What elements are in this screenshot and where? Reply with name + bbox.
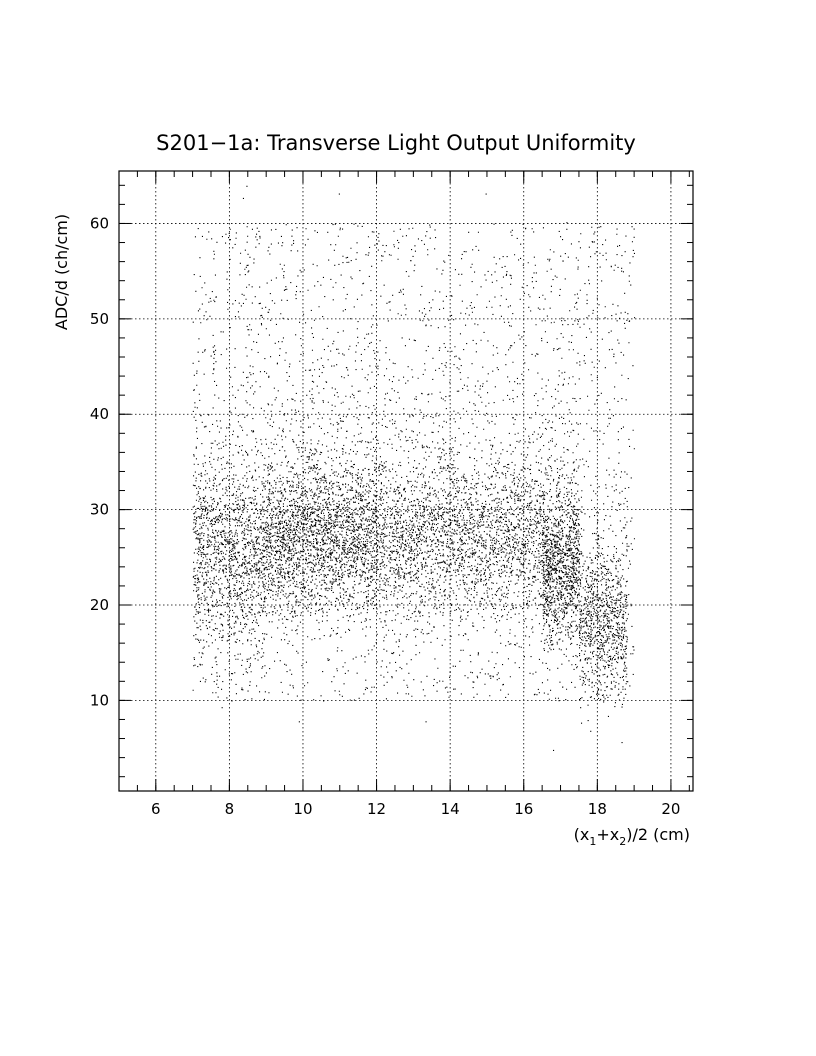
x-axis-label-plus: +x	[596, 825, 619, 844]
x-tick-label: 16	[514, 800, 533, 818]
x-tick-labels: 6 8 10 12 14 16 18 20	[151, 800, 680, 818]
x-tick-label: 18	[588, 800, 607, 818]
x-tick-label: 20	[661, 800, 680, 818]
x-tick-label: 8	[225, 800, 235, 818]
y-tick-label: 50	[90, 310, 109, 328]
x-axis-label-open: (x	[574, 825, 590, 844]
x-tick-label: 6	[151, 800, 161, 818]
y-tick-label: 60	[90, 214, 109, 232]
x-tick-label: 14	[441, 800, 460, 818]
chart-title: S201−1a: Transverse Light Output Uniform…	[156, 131, 636, 155]
y-axis-label: ADC/d (ch/cm)	[52, 214, 71, 330]
x-tick-label: 10	[293, 800, 312, 818]
scatter-points	[192, 185, 636, 752]
plot-frame	[118, 170, 694, 792]
y-tick-label: 30	[90, 501, 109, 519]
y-tick-label: 40	[90, 405, 109, 423]
axis-ticks	[118, 171, 693, 791]
y-tick-label: 10	[90, 691, 109, 709]
x-axis-label-subscript-1: 1	[589, 835, 596, 848]
x-tick-label: 12	[367, 800, 386, 818]
x-axis-label: (x1+x2)/2 (cm)	[574, 825, 690, 848]
x-axis-label-subscript-2: 2	[619, 835, 626, 848]
scatter-point-cloud	[192, 185, 636, 752]
x-axis-label-close: )/2 (cm)	[626, 825, 690, 844]
y-tick-labels: 10 20 30 40 50 60	[90, 214, 109, 709]
y-tick-label: 20	[90, 596, 109, 614]
